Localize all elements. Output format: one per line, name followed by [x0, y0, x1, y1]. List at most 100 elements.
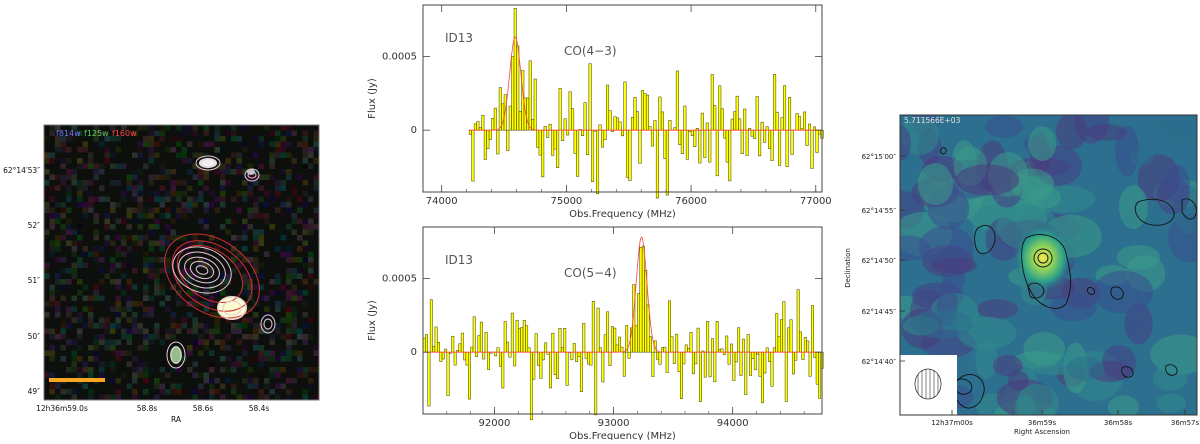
hst-noise-pixel [237, 252, 243, 258]
spectrum-bar [585, 352, 587, 358]
hst-noise-pixel [187, 158, 193, 164]
spectrum-bar [509, 106, 511, 130]
hst-noise-pixel [292, 274, 298, 280]
hst-noise-pixel [193, 131, 199, 137]
hst-noise-pixel [286, 296, 292, 302]
hst-noise-pixel [105, 395, 111, 401]
hst-noise-pixel [110, 378, 116, 384]
hst-noise-pixel [292, 191, 298, 197]
hst-noise-pixel [127, 334, 133, 340]
hst-noise-pixel [77, 241, 83, 247]
hst-noise-pixel [193, 395, 199, 401]
spectrum-bar [552, 333, 554, 352]
hst-noise-pixel [127, 351, 133, 357]
map-texture-blob [993, 355, 1023, 376]
hst-noise-pixel [198, 142, 204, 148]
hst-noise-pixel [231, 389, 237, 395]
spectrum-bar [668, 301, 670, 352]
hst-ylabel: 51″ [28, 276, 41, 285]
map-header: 5.711566E+03 [904, 116, 961, 125]
hst-noise-pixel [176, 136, 182, 142]
hst-noise-pixel [264, 307, 270, 313]
spectrum-bar [592, 301, 594, 352]
hst-noise-pixel [50, 197, 56, 203]
hst-noise-pixel [105, 318, 111, 324]
hst-noise-pixel [242, 351, 248, 357]
spectrum-xtick-label: 92000 [479, 418, 511, 429]
spectrum-bar [740, 352, 742, 375]
spectrum-bar [497, 130, 499, 154]
hst-noise-pixel [165, 230, 171, 236]
spectrum-bar [516, 320, 518, 352]
hst-noise-pixel [61, 213, 67, 219]
hst-noise-pixel [165, 175, 171, 181]
hst-noise-pixel [143, 334, 149, 340]
hst-noise-pixel [121, 246, 127, 252]
hst-noise-pixel [105, 213, 111, 219]
hst-noise-pixel [99, 268, 105, 274]
hst-noise-pixel [204, 202, 210, 208]
spectrum-bar [584, 103, 586, 131]
hst-noise-pixel [61, 318, 67, 324]
spectrum-bar [576, 130, 578, 176]
hst-noise-pixel [110, 340, 116, 346]
spectrum-bar [561, 348, 563, 352]
hst-noise-pixel [110, 263, 116, 269]
hst-noise-pixel [275, 246, 281, 252]
hst-noise-pixel [55, 345, 61, 351]
hst-noise-pixel [308, 378, 314, 384]
hst-noise-pixel [264, 395, 270, 401]
spectrum-bar [595, 352, 597, 415]
hst-noise-pixel [77, 356, 83, 362]
hst-noise-pixel [149, 175, 155, 181]
hst-noise-pixel [264, 252, 270, 258]
hst-noise-pixel [303, 246, 309, 252]
hst-noise-pixel [303, 142, 309, 148]
hst-noise-pixel [55, 246, 61, 252]
hst-noise-pixel [248, 378, 254, 384]
hst-noise-pixel [259, 230, 265, 236]
hst-noise-pixel [253, 263, 259, 269]
hst-noise-pixel [292, 158, 298, 164]
hst-noise-pixel [292, 312, 298, 318]
spectrum-bar [723, 130, 725, 138]
hst-noise-pixel [116, 219, 122, 225]
hst-noise-pixel [198, 340, 204, 346]
spectrum-bar [575, 352, 577, 362]
spectrum-bar [766, 127, 768, 130]
hst-noise-pixel [77, 235, 83, 241]
spectrum-bar [561, 130, 563, 141]
hst-noise-pixel [143, 235, 149, 241]
hst-noise-pixel [143, 345, 149, 351]
spectrum-bar [541, 130, 543, 177]
map-texture-blob [1156, 394, 1186, 413]
hst-noise-pixel [275, 329, 281, 335]
hst-noise-pixel [303, 164, 309, 170]
hst-noise-pixel [83, 180, 89, 186]
hst-noise-pixel [61, 334, 67, 340]
hst-noise-pixel [160, 290, 166, 296]
hst-noise-pixel [66, 186, 72, 192]
spectrum-bar [542, 352, 544, 360]
hst-noise-pixel [61, 224, 67, 230]
hst-noise-pixel [292, 307, 298, 313]
hst-noise-pixel [297, 329, 303, 335]
hst-noise-pixel [187, 169, 193, 175]
spectrum-bar [674, 128, 676, 131]
hst-noise-pixel [116, 268, 122, 274]
hst-noise-pixel [127, 224, 133, 230]
hst-noise-pixel [110, 164, 116, 170]
spectrum-bar [602, 352, 604, 382]
hst-noise-pixel [44, 202, 50, 208]
hst-noise-pixel [44, 208, 50, 214]
hst-noise-pixel [171, 208, 177, 214]
hst-noise-pixel [94, 142, 100, 148]
hst-noise-pixel [66, 389, 72, 395]
hst-noise-pixel [50, 329, 56, 335]
spectrum-bar [475, 352, 477, 356]
spectrum-bar [437, 342, 439, 352]
hst-noise-pixel [105, 153, 111, 159]
hst-noise-pixel [281, 301, 287, 307]
hst-noise-pixel [215, 340, 221, 346]
